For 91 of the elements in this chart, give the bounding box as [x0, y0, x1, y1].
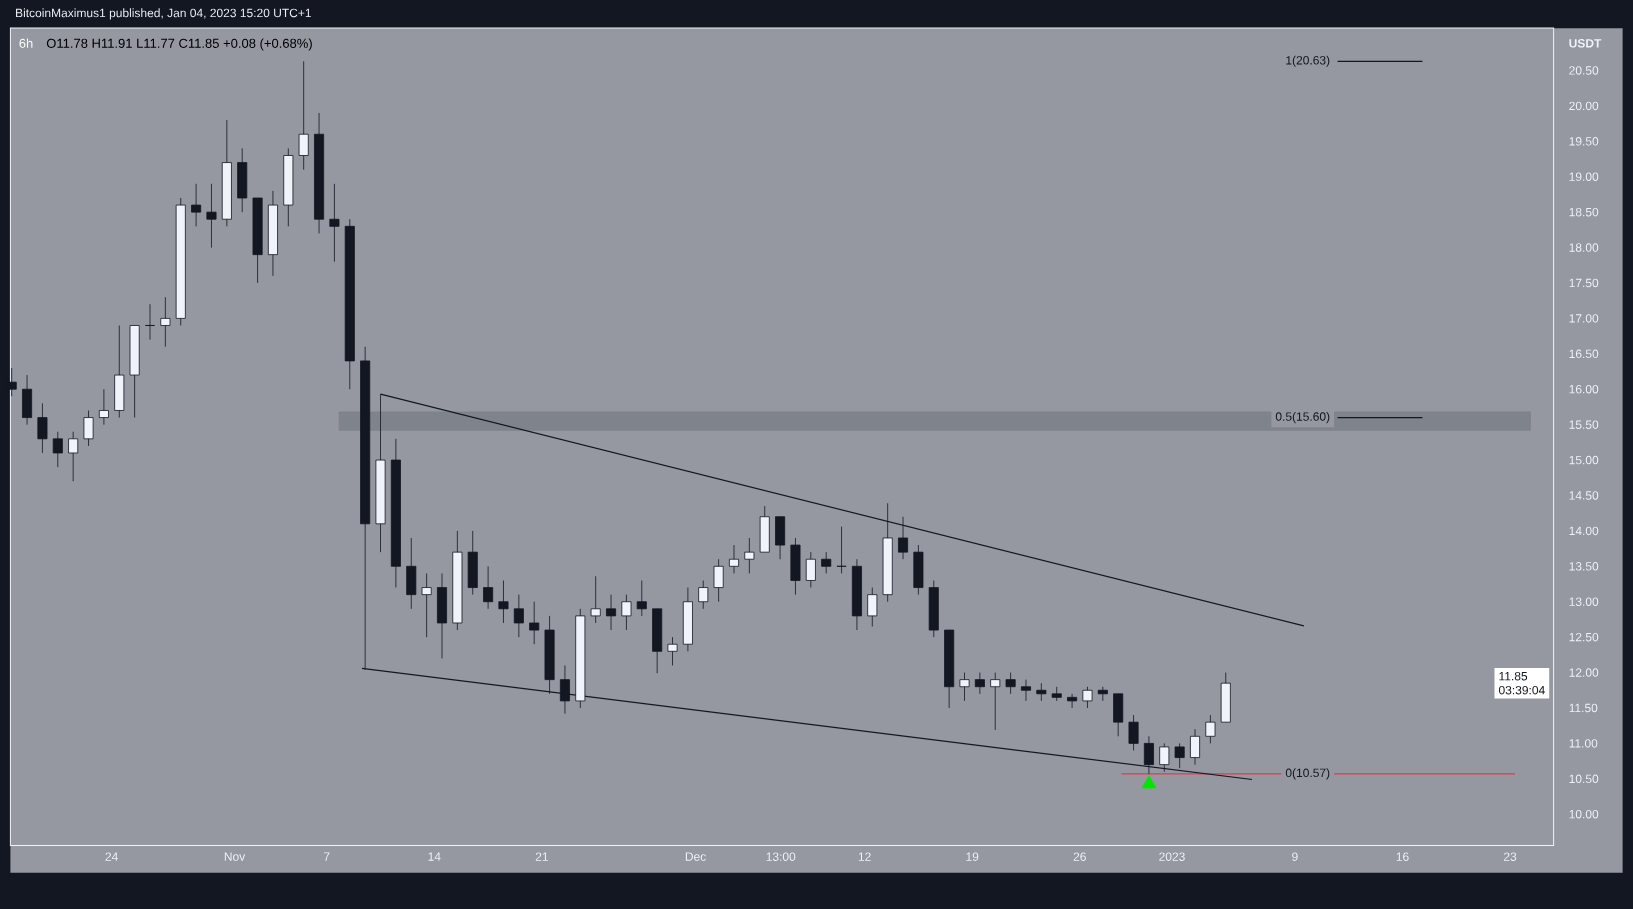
candlestick	[821, 551, 832, 574]
candlestick	[37, 402, 48, 454]
y-tick-label: 13.00	[1569, 597, 1599, 606]
y-tick-label: 18.00	[1569, 243, 1599, 252]
y-tick-label: 17.00	[1569, 314, 1599, 323]
ref-line-label: 1(20.63)	[1286, 55, 1330, 67]
y-tick-label: 14.00	[1569, 526, 1599, 536]
candlestick	[1128, 714, 1139, 751]
candlestick	[1067, 693, 1078, 709]
candlestick	[529, 601, 540, 645]
y-tick-label: 15.00	[1569, 455, 1599, 465]
candlestick	[1036, 682, 1047, 702]
y-tick-label: 15.50	[1569, 420, 1599, 429]
ref-line-label: 0.5(15.60)	[1275, 411, 1330, 424]
y-tick-label: 20.00	[1569, 101, 1599, 111]
candlestick	[68, 431, 79, 482]
y-axis-title: USDT	[1569, 39, 1602, 48]
candlestick	[145, 303, 156, 341]
annotation: 03:39:04	[1498, 685, 1545, 695]
candlestick	[298, 60, 309, 171]
candlestick	[990, 672, 1001, 731]
annotation: 11.85	[1499, 671, 1528, 681]
candlestick	[498, 580, 509, 624]
candlestick	[606, 594, 617, 631]
candlestick	[867, 587, 878, 627]
y-tick-label: 16.50	[1569, 349, 1599, 359]
candlestick	[1082, 686, 1093, 709]
y-tick-label: 11.00	[1569, 739, 1598, 748]
candlestick	[1143, 735, 1154, 775]
candlestick	[728, 544, 739, 574]
candlestick	[98, 388, 109, 426]
y-tick-label: 14.50	[1569, 491, 1599, 500]
x-tick-label: 7	[324, 852, 330, 861]
candlestick	[621, 594, 632, 631]
y-tick-label: 18.50	[1569, 207, 1599, 217]
candlestick	[483, 565, 494, 610]
y-tick-label: 20.50	[1569, 66, 1599, 75]
candlestick	[974, 672, 985, 695]
candlestick	[421, 572, 432, 638]
candlestick	[160, 296, 171, 348]
text: 6h	[19, 38, 33, 48]
candlestick	[1020, 679, 1031, 702]
y-tick-label: 19.50	[1569, 137, 1599, 146]
x-tick-label: 24	[105, 852, 118, 861]
candlestick	[636, 580, 647, 617]
candlestick	[1190, 728, 1201, 766]
x-tick-label: 14	[428, 852, 441, 861]
y-tick-label: 11.50	[1569, 703, 1598, 713]
candlestick	[898, 516, 909, 560]
x-tick-label: 12	[858, 852, 871, 861]
ref-line-label: 0(10.57)	[1285, 768, 1330, 780]
candlestick	[959, 672, 970, 702]
x-tick-label: 13:00	[766, 852, 796, 861]
candlestick	[744, 537, 755, 574]
y-tick-label: 12.00	[1569, 668, 1599, 677]
x-tick-label: 21	[535, 852, 548, 861]
x-tick-label: 2023	[1159, 852, 1185, 861]
y-tick-label: 16.00	[1569, 384, 1599, 394]
candlestick	[698, 580, 709, 610]
x-tick-label: 26	[1073, 852, 1086, 861]
candlestick	[590, 575, 601, 624]
candlestick	[713, 558, 724, 603]
y-tick-label: 12.50	[1569, 632, 1599, 642]
candlestick	[329, 183, 340, 263]
candlestick	[836, 526, 847, 574]
y-tick-label: 10.50	[1569, 774, 1599, 784]
candlestick	[667, 636, 678, 666]
candlestick	[206, 183, 217, 248]
x-tick-label: 19	[966, 852, 979, 861]
y-tick-label: 13.50	[1569, 562, 1599, 571]
candlestick	[805, 551, 816, 588]
candlestick	[513, 594, 524, 638]
x-tick-label: Dec	[685, 852, 706, 861]
y-tick-label: 10.00	[1569, 809, 1599, 819]
candlestick	[191, 183, 202, 227]
text: BitcoinMaximus1 published, Jan 04, 2023 15:20 UTC+1	[16, 8, 311, 20]
candlestick	[1097, 686, 1108, 702]
candlestick	[6, 367, 17, 397]
x-tick-label: 9	[1292, 852, 1298, 861]
candlestick	[52, 431, 63, 468]
candlestick	[1005, 672, 1016, 695]
candlestick	[1205, 714, 1216, 744]
y-tick-label: 17.50	[1569, 278, 1599, 288]
candlestick	[83, 410, 94, 447]
x-tick-label: 16	[1396, 852, 1409, 861]
candlestick	[1174, 742, 1185, 769]
candlestick	[1159, 742, 1170, 773]
x-tick-label: 23	[1503, 852, 1517, 861]
y-tick-label: 19.00	[1569, 172, 1599, 181]
x-tick-label: Nov	[224, 852, 246, 861]
text: O11.78 H11.91 L11.77 C11.85 +0.08 (+0.68%)	[46, 38, 312, 51]
